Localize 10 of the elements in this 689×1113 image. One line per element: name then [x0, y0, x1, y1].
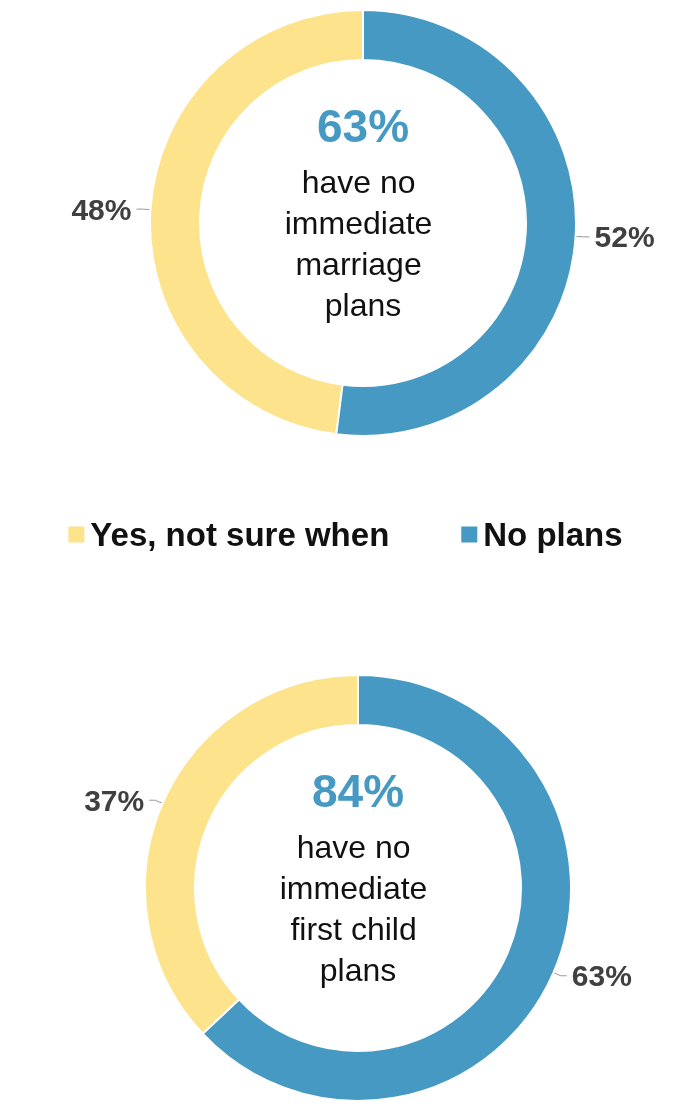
data-label: 63% — [571, 959, 632, 993]
data-label: 52% — [594, 220, 655, 254]
legend-label: Yes, not sure when — [90, 516, 390, 553]
text: 63% — [316, 100, 410, 152]
data-label: 48% — [71, 192, 132, 226]
legend-label: No plans — [483, 516, 623, 553]
data-label: 37% — [84, 783, 145, 817]
text: have no immediate first child plans — [279, 828, 437, 988]
text: 84% — [311, 765, 405, 817]
text: have no immediate marriage plans — [284, 163, 442, 323]
